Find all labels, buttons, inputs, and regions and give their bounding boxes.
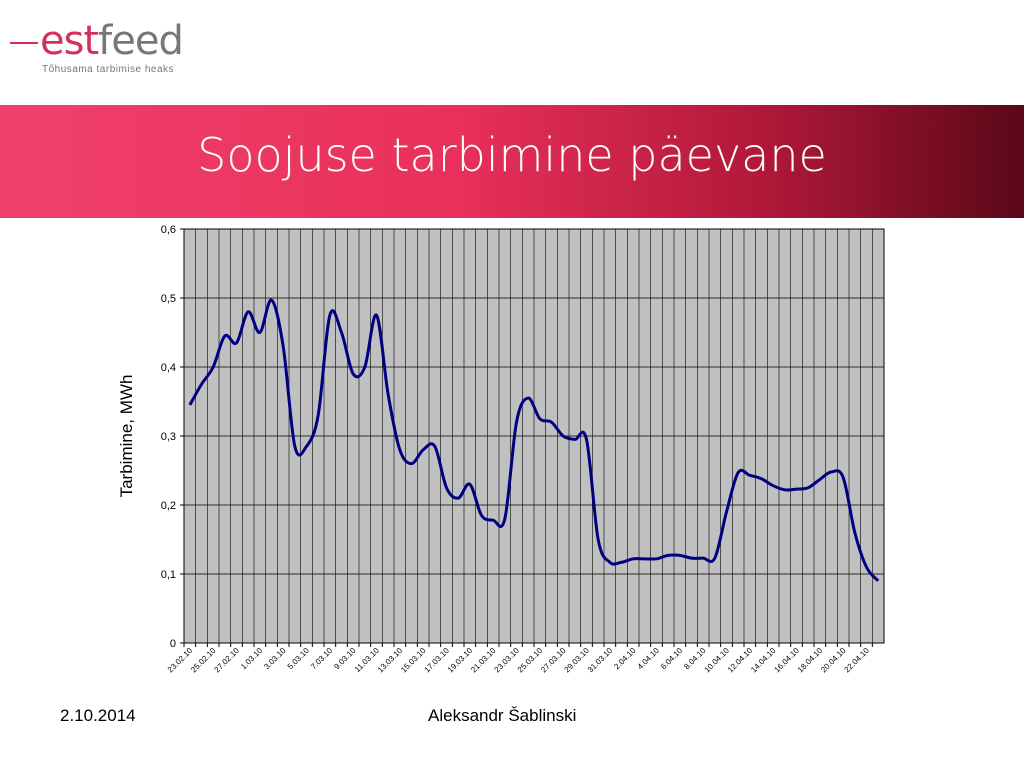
- y-tick-label: 0,1: [161, 569, 176, 581]
- logo: estfeed Tõhusama tarbimise heaks: [10, 18, 184, 75]
- y-tick-label: 0,4: [161, 362, 176, 374]
- y-tick-label: 0,5: [161, 293, 176, 305]
- footer-author: Aleksandr Šablinski: [428, 706, 577, 725]
- y-axis-label: Tarbimine, MWh: [117, 375, 136, 498]
- logo-part: feed: [98, 18, 184, 64]
- x-tick-label: 1.03.10: [239, 646, 265, 672]
- title-band: [0, 105, 1024, 218]
- footer-date: 2.10.2014: [60, 706, 136, 725]
- x-tick-label: 5.03.10: [286, 646, 312, 672]
- x-tick-label: 22.04.10: [843, 646, 872, 675]
- x-tick-label: 27.02.10: [213, 646, 242, 675]
- chart: Tarbimine, MWh 00,10,20,30,40,50,623.02.…: [117, 224, 885, 675]
- data-line: [188, 298, 880, 582]
- y-tick-label: 0,3: [161, 431, 176, 443]
- x-tick-label: 31.03.10: [586, 646, 615, 675]
- x-tick-label: 4.04.10: [636, 646, 662, 672]
- x-tick-label: 6.04.10: [659, 646, 685, 672]
- y-tick-label: 0,2: [161, 500, 176, 512]
- logo-part: est: [40, 18, 99, 64]
- y-tick-label: 0,6: [161, 224, 176, 236]
- logo-tagline: Tõhusama tarbimise heaks: [42, 64, 175, 75]
- y-tick-label: 0: [170, 638, 176, 650]
- x-tick-label: 7.03.10: [309, 646, 335, 672]
- chart-title: Soojuse tarbimine päevane: [197, 128, 827, 182]
- x-tick-label: 3.03.10: [262, 646, 288, 672]
- x-tick-label: 2.04.10: [612, 646, 638, 672]
- logo-mark: estfeed: [10, 18, 184, 64]
